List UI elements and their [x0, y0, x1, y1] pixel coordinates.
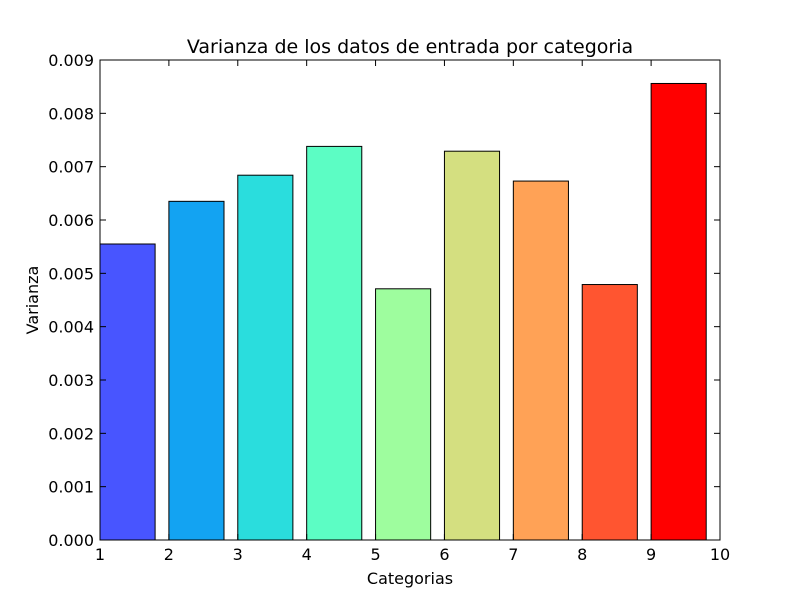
y-tick-label: 0.009 [48, 51, 94, 70]
x-tick-label: 7 [508, 545, 518, 564]
x-axis-label: Categorias [367, 569, 453, 588]
bar-7 [512, 180, 569, 541]
y-tick-label: 0.002 [48, 424, 94, 443]
y-tick-label: 0.008 [48, 104, 94, 123]
y-tick-label: 0.003 [48, 371, 94, 390]
y-axis: 0.000 0.001 0.002 0.003 0.004 0.005 0.006 0.007… [48, 51, 720, 550]
x-tick-label: 10 [710, 545, 730, 564]
y-tick-label: 0.001 [48, 478, 94, 497]
bar-5 [375, 288, 432, 541]
x-tick-label: 5 [370, 545, 380, 564]
bar-3 [237, 174, 294, 541]
bar-9 [650, 82, 707, 541]
x-tick-label: 9 [646, 545, 656, 564]
x-tick-label: 1 [95, 545, 105, 564]
y-tick-label: 0.004 [48, 318, 94, 337]
bar-8 [581, 284, 638, 541]
x-tick-label: 3 [233, 545, 243, 564]
y-tick-label: 0.006 [48, 211, 94, 230]
bar-1 [99, 243, 156, 541]
x-tick-label: 6 [439, 545, 449, 564]
y-tick-label: 0.000 [48, 531, 94, 550]
x-tick-label: 2 [164, 545, 174, 564]
chart-title: Varianza de los datos de entrada por cat… [187, 36, 633, 58]
bar-6 [443, 150, 501, 541]
y-axis-label: Varianza [23, 266, 42, 335]
x-tick-label: 8 [577, 545, 587, 564]
bar-4 [306, 145, 363, 541]
x-tick-label: 4 [302, 545, 312, 564]
plot-frame [99, 59, 721, 541]
y-tick-label: 0.007 [48, 158, 94, 177]
bar-2 [168, 200, 225, 541]
y-tick-label: 0.005 [48, 264, 94, 283]
bars-group [99, 82, 707, 541]
x-axis: 1 2 3 4 5 6 7 8 9 10 [95, 60, 730, 564]
